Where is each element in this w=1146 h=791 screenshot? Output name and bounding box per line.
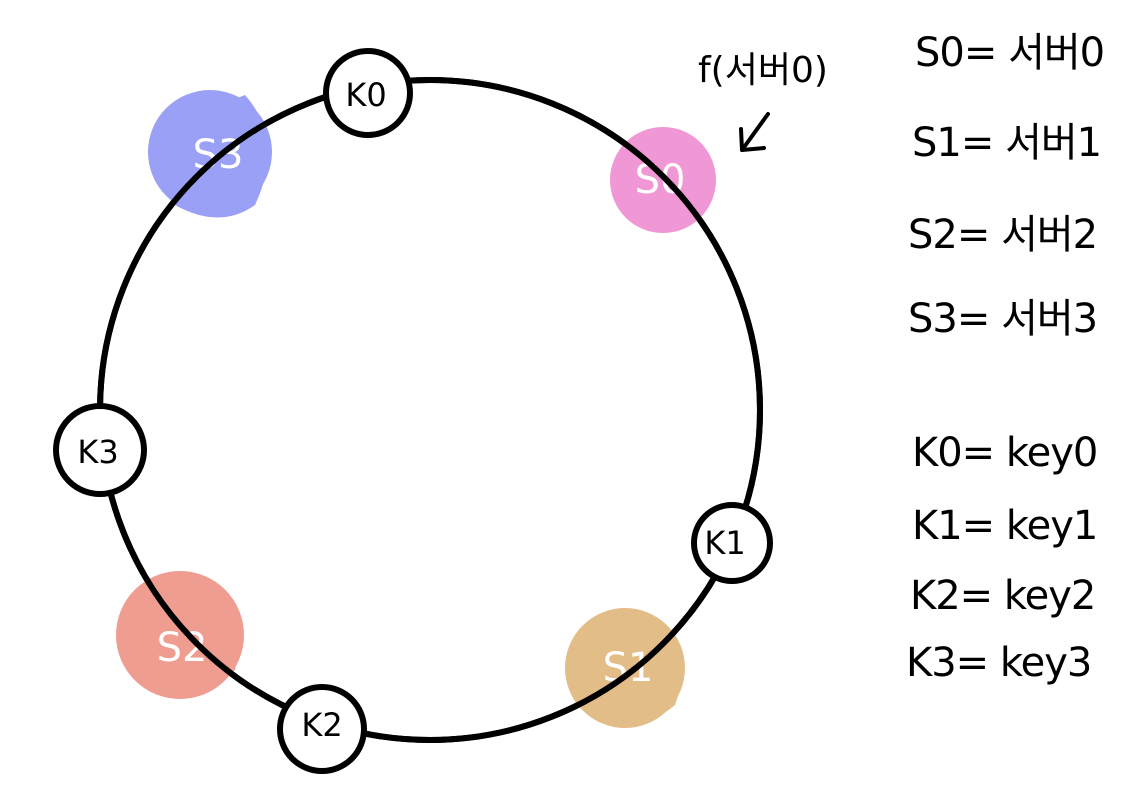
server-legend-item: S1= 서버1 [912, 120, 1101, 166]
key-legend-item: K3= key3 [906, 640, 1091, 686]
key-circle-k3 [53, 403, 147, 497]
key-label-k1: K1 [704, 524, 745, 562]
key-node-k0: K0 [323, 48, 413, 138]
server-node-s2: S2 [116, 571, 244, 699]
server-legend-item: S0= 서버0 [915, 30, 1104, 76]
key-legend: K0= key0 K1= key1 K2= key2 K3= key3 [906, 430, 1098, 686]
key-circle-k2 [277, 684, 367, 774]
server-legend-item: S2= 서버2 [908, 212, 1097, 258]
server-legend: S0= 서버0 S1= 서버1 S2= 서버2 S3= 서버3 [908, 30, 1105, 342]
server-legend-item: S3= 서버3 [908, 296, 1097, 342]
key-label-k0: K0 [345, 76, 386, 114]
key-legend-item: K0= key0 [912, 430, 1097, 476]
key-legend-item: K1= key1 [912, 503, 1097, 549]
key-label-k2: K2 [301, 706, 342, 744]
annotation-text: f(서버0) [698, 50, 828, 91]
key-legend-item: K2= key2 [910, 573, 1095, 619]
key-circle-k0 [323, 48, 413, 138]
server-node-s3: S3 [148, 90, 272, 218]
key-label-k3: K3 [77, 433, 118, 471]
key-node-k3: K3 [53, 403, 147, 497]
arrow-down-left-icon [739, 112, 770, 152]
key-circle-k1 [691, 502, 773, 584]
key-node-k1: K1 [691, 502, 773, 584]
server0-annotation: f(서버0) [698, 50, 828, 152]
key-node-k2: K2 [277, 684, 367, 774]
server-node-s1: S1 [565, 608, 685, 728]
